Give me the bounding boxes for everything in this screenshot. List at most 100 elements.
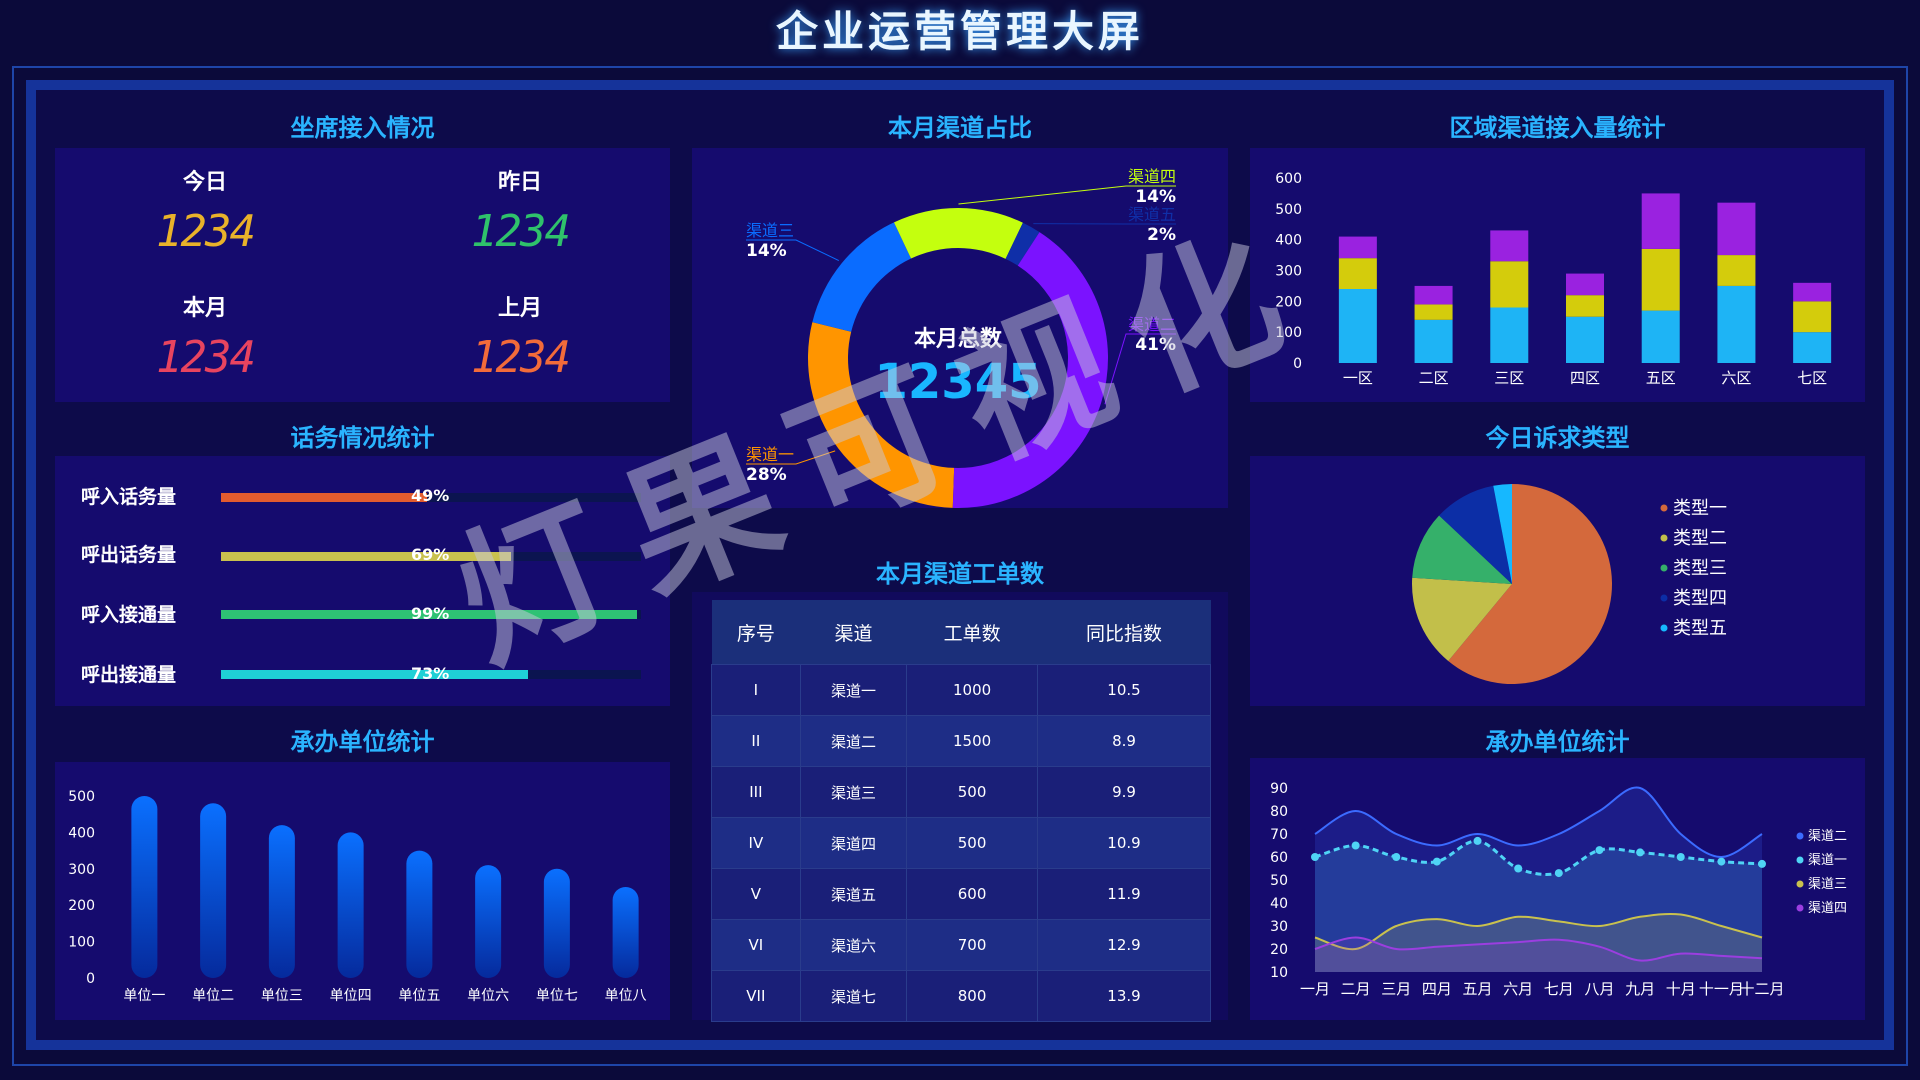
page-title: 企业运营管理大屏 (775, 7, 1144, 56)
cell-index: II (711, 715, 801, 767)
traffic-track-3 (221, 670, 641, 679)
line-ytick: 60 (1270, 850, 1288, 866)
pie-title: 今日诉求类型 (1485, 424, 1630, 452)
region-xtick: 六区 (1721, 369, 1751, 387)
cell-orders: 600 (906, 868, 1039, 920)
units-bar-xtick: 单位三 (261, 988, 303, 1004)
region-xtick: 三区 (1494, 369, 1524, 387)
cell-yoy: 10.5 (1037, 664, 1211, 716)
units-bar-ytick: 400 (68, 825, 95, 841)
seat-label-yesterday: 昨日 (497, 170, 542, 195)
pie-slice-类型一 (1448, 484, 1612, 684)
header-yoy: 同比指数 (1037, 600, 1211, 665)
donut-label-name: 渠道二 (1128, 315, 1176, 334)
seat-value-yesterday: 1234 (471, 206, 571, 257)
region-bar-seg (1717, 285, 1756, 363)
seat-value-today: 1234 (156, 206, 256, 257)
table-row: V 渠道五 600 11.9 (711, 868, 1211, 920)
traffic-pct-3: 73% (411, 664, 450, 683)
seat-value-this-month: 1234 (156, 332, 256, 383)
line-legend-dot (1796, 880, 1804, 888)
cell-channel: 渠道六 (799, 919, 908, 971)
donut-slice-渠道三 (812, 222, 912, 332)
donut-leader-渠道一 (746, 450, 836, 465)
traffic-fill-1 (221, 552, 511, 561)
outer-frame (12, 66, 1908, 1066)
line-xtick: 六月 (1503, 980, 1533, 998)
traffic-label-2: 呼入接通量 (81, 604, 177, 626)
line-point (1717, 857, 1726, 866)
region-ytick: 500 (1275, 202, 1302, 218)
units-bar-6 (475, 865, 502, 978)
region-bar-seg (1641, 310, 1680, 363)
seat-value-last-month: 1234 (471, 332, 571, 383)
cell-channel: 渠道三 (799, 766, 908, 818)
region-ytick: 400 (1275, 233, 1302, 249)
line-ytick: 10 (1270, 965, 1288, 981)
table-row: III 渠道三 500 9.9 (711, 766, 1211, 818)
line-ytick: 80 (1270, 804, 1288, 820)
line-ytick: 40 (1270, 896, 1288, 912)
region-bar-seg (1338, 289, 1377, 363)
units-bar-ytick: 0 (86, 971, 95, 987)
donut-slice-渠道二 (952, 232, 1108, 508)
table-row: VI 渠道六 700 12.9 (711, 919, 1211, 971)
units-bar-7 (543, 868, 570, 978)
donut-label-pct: 14% (746, 241, 787, 261)
orders-table: 序号 渠道 工单数 同比指数 I 渠道一 1000 10.5 II 渠道二 1500 8.9… (711, 600, 1211, 1022)
pie-slice-类型四 (1439, 485, 1512, 584)
line-point (1758, 859, 1766, 868)
traffic-track-0 (221, 493, 641, 502)
line-xtick: 二月 (1341, 980, 1371, 998)
region-ytick: 600 (1275, 171, 1302, 187)
cell-yoy: 11.9 (1037, 868, 1211, 920)
region-xtick: 四区 (1570, 369, 1600, 387)
donut-label-pct: 14% (1135, 187, 1176, 207)
line-legend-dot (1796, 904, 1804, 912)
cell-channel: 渠道四 (799, 817, 908, 869)
cell-orders: 1000 (906, 664, 1039, 716)
table-row: IV 渠道四 500 10.9 (711, 817, 1211, 869)
donut-center-label: 本月总数 (914, 326, 1003, 352)
header-orders: 工单数 (906, 600, 1038, 665)
traffic-pct-1: 69% (411, 545, 450, 564)
seat-panel: 今日 1234 昨日 1234 本月 1234 上月 1234 (55, 148, 670, 402)
pie-legend-dot (1660, 534, 1668, 542)
donut-label-pct: 41% (1135, 335, 1176, 355)
cell-orders: 500 (906, 817, 1039, 869)
table-row: I 渠道一 1000 10.5 (711, 664, 1211, 716)
units-bar-xtick: 单位六 (467, 988, 509, 1004)
donut-slice-渠道四 (893, 207, 1023, 259)
line-xtick: 一月 (1300, 980, 1330, 998)
line-point (1514, 864, 1523, 873)
cell-index: I (711, 664, 801, 716)
seat-label-this-month: 本月 (182, 296, 227, 321)
units-bar-xtick: 单位五 (398, 988, 440, 1004)
cell-yoy: 8.9 (1037, 715, 1211, 767)
donut-slice-渠道一 (808, 322, 955, 508)
region-bar-seg (1566, 273, 1604, 296)
pie-legend-label: 类型一 (1673, 498, 1727, 519)
cell-index: V (711, 868, 801, 920)
units-bar-3 (268, 825, 295, 978)
line-legend-label: 渠道一 (1808, 853, 1847, 868)
region-xtick: 五区 (1646, 369, 1676, 387)
seat-title: 坐席接入情况 (290, 114, 435, 142)
line-xtick: 四月 (1422, 980, 1452, 998)
region-bar-seg (1490, 230, 1529, 262)
line-point (1392, 853, 1401, 861)
units-bar-2 (200, 803, 227, 978)
units-bar-8 (612, 887, 639, 978)
traffic-panel: 呼入话务量 49% 呼出话务量 69% 呼入接通量 99% 呼出接通量 73% (55, 456, 670, 706)
units-bar-title: 承办单位统计 (290, 728, 435, 756)
region-bar-seg (1641, 248, 1680, 311)
line-point (1311, 853, 1319, 861)
cell-yoy: 10.9 (1037, 817, 1211, 869)
line-ytick: 90 (1270, 781, 1288, 797)
line-ytick: 70 (1270, 827, 1288, 843)
units-line-panel: 10 20 30 40 50 60 70 80 90 一月 二月 三月 四月 五月 六月 七月 八月 九月 十月 十一… (1250, 758, 1865, 1020)
units-bar-xtick: 单位二 (192, 988, 234, 1004)
line-xtick: 八月 (1584, 980, 1614, 998)
line-legend-label: 渠道二 (1808, 829, 1847, 844)
